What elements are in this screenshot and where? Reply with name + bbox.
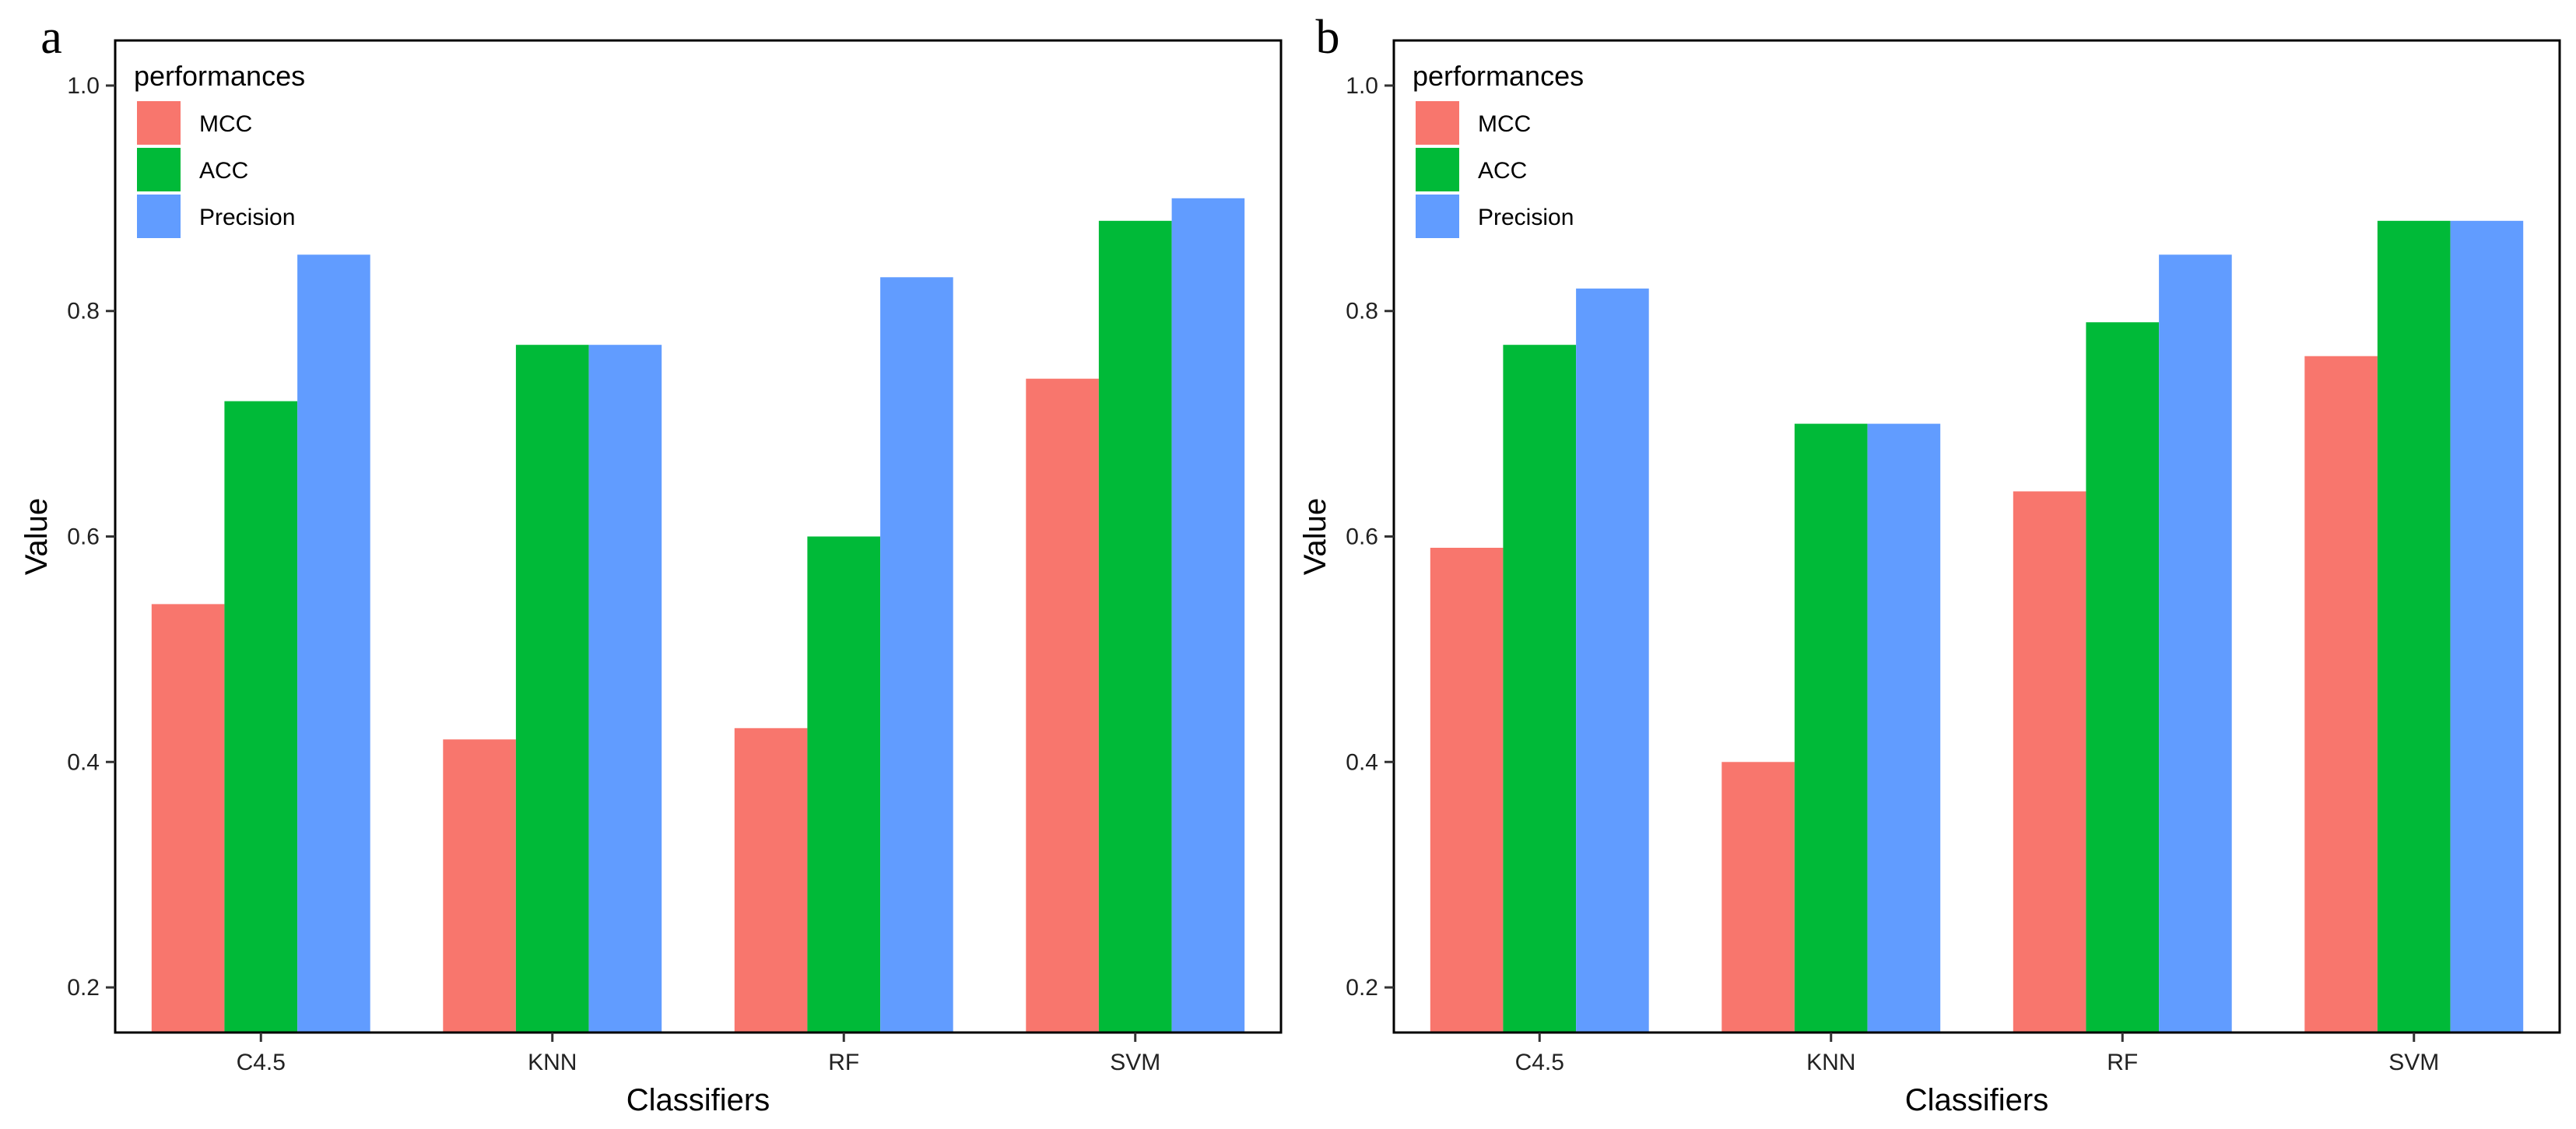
y-tick-label: 0.4	[1346, 749, 1378, 775]
bar-precision-c45	[297, 254, 370, 1033]
legend-key-mcc	[137, 101, 181, 145]
legend-label-acc: ACC	[1478, 158, 1527, 184]
legend-label-mcc: MCC	[199, 111, 252, 137]
chart-panel-b: b 0.2 0.4 0.6 0.8 1.0 C4.5 KNN RF SVM Classifiers V…	[1298, 11, 2561, 1117]
x-tick-label: SVM	[2388, 1050, 2439, 1075]
legend-title: performances	[134, 60, 305, 92]
bar-mcc-c45	[151, 604, 225, 1033]
y-tick-label: 1.0	[1346, 73, 1378, 99]
y-tick-label: 0.4	[67, 749, 100, 775]
bar-mcc-c45	[1430, 548, 1504, 1033]
bar-mcc-svm	[1026, 378, 1099, 1033]
panel-letter: b	[1316, 11, 1340, 64]
y-tick-label: 1.0	[67, 73, 100, 99]
bar-mcc-rf	[734, 728, 808, 1033]
bar-mcc-svm	[2304, 356, 2378, 1033]
bar-precision-knn	[588, 345, 662, 1033]
y-tick-label: 0.6	[67, 524, 100, 550]
legend-title: performances	[1413, 60, 1584, 92]
x-axis-title: Classifiers	[626, 1083, 770, 1117]
x-tick-label: KNN	[528, 1050, 577, 1075]
y-tick-label: 0.2	[67, 975, 100, 1001]
y-tick-label: 0.6	[1346, 524, 1378, 550]
x-tick-label: C4.5	[1515, 1050, 1564, 1075]
bar-mcc-knn	[1721, 762, 1795, 1033]
chart-panel-a: a 0.2 0.4 0.6 0.8 1.0 C4.5 KNN RF SVM Classifiers V…	[19, 11, 1283, 1117]
bar-mcc-rf	[2013, 491, 2086, 1033]
y-axis-title: Value	[1298, 498, 1332, 575]
y-tick-label: 0.2	[1346, 975, 1378, 1001]
legend: performances MCC ACC Precision	[1413, 60, 1584, 238]
bar-precision-svm	[2450, 220, 2524, 1033]
x-tick-label: C4.5	[237, 1050, 286, 1075]
legend-label-precision: Precision	[199, 205, 295, 230]
legend-label-acc: ACC	[199, 158, 248, 184]
legend-key-mcc	[1416, 101, 1459, 145]
panel-letter: a	[40, 11, 62, 64]
bar-precision-rf	[880, 277, 953, 1033]
bar-precision-svm	[1171, 198, 1245, 1033]
bar-acc-rf	[2086, 322, 2159, 1033]
bar-precision-c45	[1576, 288, 1649, 1033]
bar-acc-c45	[1503, 345, 1576, 1033]
legend-key-precision	[1416, 195, 1459, 238]
bar-mcc-knn	[443, 739, 516, 1033]
bar-acc-svm	[1098, 220, 1172, 1033]
bar-acc-knn	[1794, 423, 1868, 1033]
x-tick-label: RF	[2107, 1050, 2138, 1075]
legend-key-acc	[1416, 148, 1459, 191]
y-tick-label: 0.8	[67, 299, 100, 324]
legend-label-precision: Precision	[1478, 205, 1574, 230]
legend-key-acc	[137, 148, 181, 191]
bar-acc-c45	[224, 401, 297, 1033]
bar-acc-rf	[807, 536, 880, 1033]
bar-acc-knn	[515, 345, 589, 1033]
y-axis-title: Value	[19, 498, 54, 575]
legend-label-mcc: MCC	[1478, 111, 1531, 137]
x-tick-label: SVM	[1110, 1050, 1160, 1075]
legend: performances MCC ACC Precision	[134, 60, 305, 238]
bar-precision-knn	[1867, 423, 1941, 1033]
legend-key-precision	[137, 195, 181, 238]
x-tick-label: RF	[828, 1050, 859, 1075]
x-tick-label: KNN	[1806, 1050, 1855, 1075]
bar-precision-rf	[2159, 254, 2232, 1033]
bar-acc-svm	[2377, 220, 2451, 1033]
y-tick-label: 0.8	[1346, 299, 1378, 324]
x-axis-title: Classifiers	[1905, 1083, 2048, 1117]
